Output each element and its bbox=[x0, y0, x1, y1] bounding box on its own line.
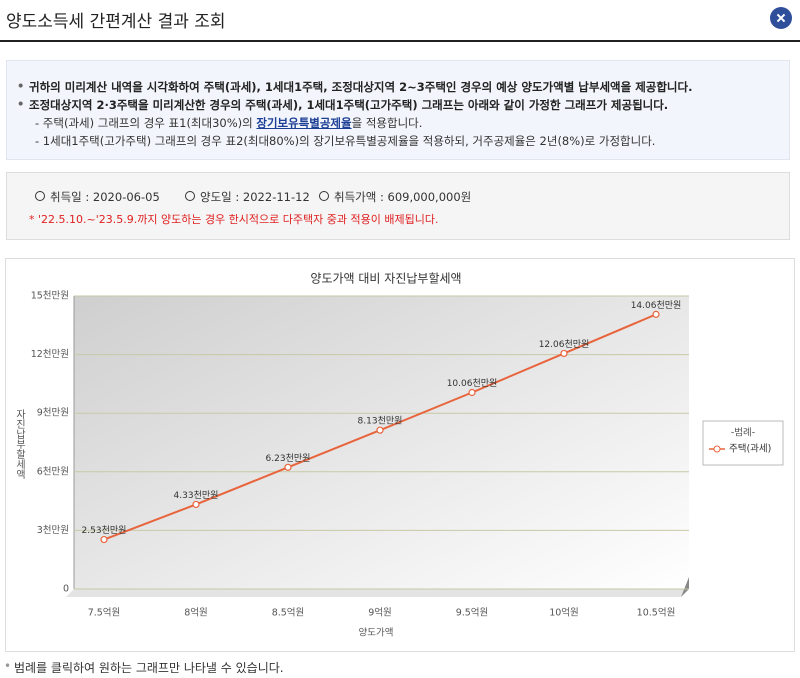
footer-note: 범례를 클릭하여 원하는 그래프만 나타낼 수 있습니다. bbox=[4, 659, 284, 676]
point bbox=[652, 310, 660, 318]
warning: * '22.5.10.~'23.5.9.까지 양도하는 경우 한시적으로 다주택… bbox=[29, 213, 439, 226]
point bbox=[376, 426, 384, 434]
value-label: 2.53천만원 bbox=[82, 525, 127, 536]
x-tick-label: 8.5억원 bbox=[272, 607, 305, 619]
point bbox=[192, 500, 200, 509]
notice-box: 귀하의 미리계산 내역을 시각화하여 주택(과세), 1세대1주택, 조정대상지… bbox=[6, 60, 790, 160]
notice-sub: - 1세대1주택(고가주택) 그래프의 경우 표2(최대80%)의 장기보유특별… bbox=[35, 134, 656, 148]
value-label: 4.33천만원 bbox=[174, 490, 219, 501]
legend-title: -범례- bbox=[731, 428, 755, 439]
page-title: 양도소득세 간편계산 결과 조회 bbox=[6, 12, 226, 32]
plot-side bbox=[681, 577, 689, 597]
y-tick-label: 3천만원 bbox=[37, 525, 69, 536]
x-tick-label: 7.5억원 bbox=[88, 607, 121, 619]
x-tick-label: 9억원 bbox=[368, 607, 392, 619]
legend[interactable]: -범례- 주택(과세) bbox=[702, 420, 784, 466]
value-label: 8.13천만원 bbox=[358, 416, 403, 427]
value-label: 12.06천만원 bbox=[539, 339, 590, 350]
x-tick-label: 10억원 bbox=[549, 607, 579, 619]
value-label: 10.06천만원 bbox=[447, 378, 498, 389]
point bbox=[468, 388, 476, 397]
legend-label: 주택(과세) bbox=[729, 444, 771, 455]
y-tick-label: 15천만원 bbox=[31, 291, 69, 302]
point bbox=[100, 535, 108, 544]
chart: 양도가액 대비 자진납부할세액 양도가액 자진납부할세액 -범례- 주택(과세)… bbox=[14, 272, 784, 639]
point bbox=[560, 349, 568, 358]
legend-box bbox=[702, 420, 784, 466]
y-tick-label: 0 bbox=[63, 584, 69, 595]
info-box: 취득일 : 2020-06-05 양도일 : 2022-11-12 취득가액 :… bbox=[6, 172, 790, 240]
header: 양도소득세 간편계산 결과 조회 bbox=[0, 0, 800, 42]
notice-item: 조정대상지역 2·3주택을 미리계산한 경우의 주택(과세), 1세대1주택(고… bbox=[17, 97, 668, 113]
y-tick-label: 6천만원 bbox=[37, 466, 69, 477]
point bbox=[284, 463, 292, 471]
y-axis-title: 자진납부할세액 bbox=[14, 409, 26, 479]
chart-box: 양도가액 대비 자진납부할세액 양도가액 자진납부할세액 -범례- 주택(과세)… bbox=[5, 258, 795, 652]
x-tick-label: 8억원 bbox=[184, 607, 208, 619]
chart-title: 양도가액 대비 자진납부할세액 bbox=[310, 272, 461, 286]
text: 을 적용합니다. bbox=[351, 116, 423, 130]
value-label: 14.06천만원 bbox=[631, 300, 682, 311]
close-button[interactable] bbox=[770, 7, 792, 29]
y-tick-label: 9천만원 bbox=[37, 408, 69, 419]
plot-floor bbox=[66, 589, 689, 597]
notice-item: 귀하의 미리계산 내역을 시각화하여 주택(과세), 1세대1주택, 조정대상지… bbox=[17, 79, 692, 95]
text: - 주택(과세) 그래프의 경우 표1(최대30%)의 bbox=[35, 116, 257, 130]
notice-sub: - 주택(과세) 그래프의 경우 표1(최대30%)의 장기보유특별공제율을 적… bbox=[35, 115, 422, 131]
y-tick-label: 12천만원 bbox=[31, 349, 69, 360]
x-tick-label: 9.5억원 bbox=[456, 607, 489, 619]
info-item: 양도일 : 2022-11-12 bbox=[185, 189, 310, 205]
info-item: 취득일 : 2020-06-05 bbox=[35, 189, 160, 205]
info-item: 취득가액 : 609,000,000원 bbox=[319, 189, 471, 205]
x-axis-title: 양도가액 bbox=[359, 627, 394, 639]
value-label: 6.23천만원 bbox=[266, 453, 311, 464]
link[interactable]: 장기보유특별공제율 bbox=[256, 116, 352, 130]
legend-marker bbox=[713, 445, 721, 453]
x-tick-label: 10.5억원 bbox=[637, 607, 676, 619]
